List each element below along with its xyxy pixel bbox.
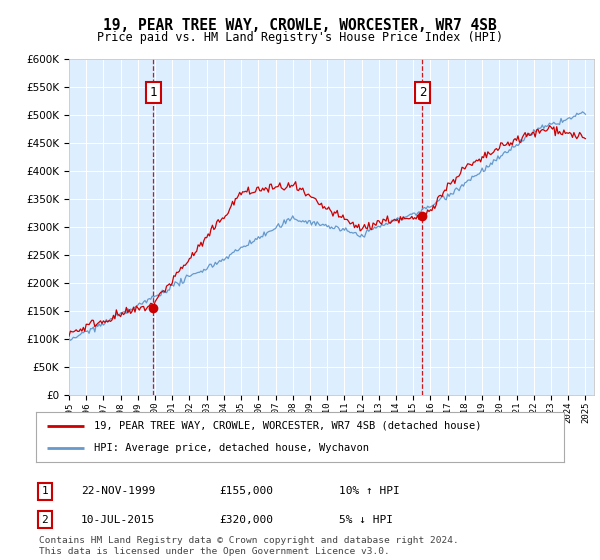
Text: 1: 1 <box>41 486 49 496</box>
Text: £155,000: £155,000 <box>219 486 273 496</box>
Text: 19, PEAR TREE WAY, CROWLE, WORCESTER, WR7 4SB: 19, PEAR TREE WAY, CROWLE, WORCESTER, WR… <box>103 18 497 33</box>
Text: 5% ↓ HPI: 5% ↓ HPI <box>339 515 393 525</box>
Text: 2: 2 <box>41 515 49 525</box>
Text: HPI: Average price, detached house, Wychavon: HPI: Average price, detached house, Wych… <box>94 443 369 453</box>
Text: 1: 1 <box>149 86 157 99</box>
Text: 10% ↑ HPI: 10% ↑ HPI <box>339 486 400 496</box>
Text: £320,000: £320,000 <box>219 515 273 525</box>
Text: Contains HM Land Registry data © Crown copyright and database right 2024.
This d: Contains HM Land Registry data © Crown c… <box>39 536 459 556</box>
Text: 19, PEAR TREE WAY, CROWLE, WORCESTER, WR7 4SB (detached house): 19, PEAR TREE WAY, CROWLE, WORCESTER, WR… <box>94 421 482 431</box>
Text: 22-NOV-1999: 22-NOV-1999 <box>81 486 155 496</box>
Text: Price paid vs. HM Land Registry's House Price Index (HPI): Price paid vs. HM Land Registry's House … <box>97 31 503 44</box>
Text: 2: 2 <box>419 86 426 99</box>
Text: 10-JUL-2015: 10-JUL-2015 <box>81 515 155 525</box>
